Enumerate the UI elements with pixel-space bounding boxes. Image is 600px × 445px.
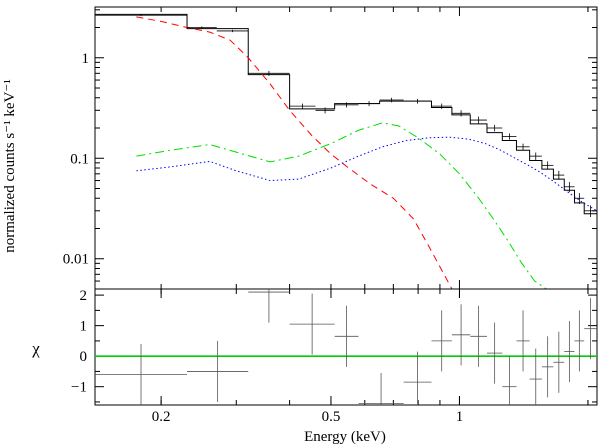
resid-y-tick-label: −1 [71,380,87,396]
series-medium-component [136,122,547,289]
spectrum-frame [94,6,598,290]
series-hard-component [136,136,597,212]
residual-frame [94,288,598,406]
x-axis-label: Energy (keV) [304,429,386,445]
series-soft-component [136,16,453,289]
resid-y-tick-label: 2 [80,288,88,304]
spectrum-y-axis-label: normalized counts s⁻¹ keV⁻¹ [2,79,18,253]
x-tick-label: 0.2 [152,409,171,425]
residual-y-axis-label: χ [31,339,40,358]
axis-labels: normalized counts s⁻¹ keV⁻¹ χ Energy (ke… [2,79,386,445]
residual-panel: 0.2 0.5 1 −1 0 1 2 [71,288,598,425]
spectrum-panel: 0.01 0.1 1 [63,6,598,290]
spectrum-plot-area [95,13,597,289]
x-tick-label: 1 [456,409,464,425]
resid-y-tick-label: 1 [80,319,88,335]
resid-y-tick-label: 0 [80,349,88,365]
residual-plot-area [95,289,597,405]
x-tick-label: 0.5 [322,409,341,425]
y-tick-label: 0.1 [70,151,89,167]
y-tick-label: 0.01 [63,252,89,268]
y-tick-label: 1 [82,51,90,67]
series-total-model [95,13,597,215]
